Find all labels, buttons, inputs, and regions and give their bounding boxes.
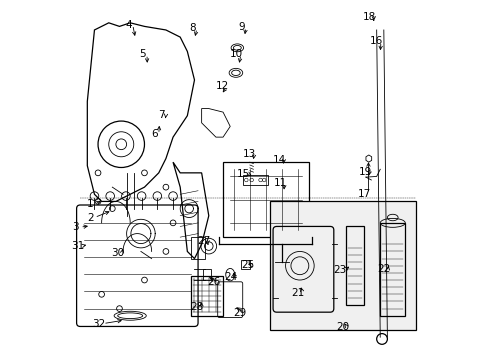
Text: 1: 1: [87, 199, 93, 209]
Text: 14: 14: [272, 156, 285, 165]
Text: 15: 15: [237, 168, 250, 179]
Text: 25: 25: [241, 260, 254, 270]
Bar: [346, 226, 364, 305]
Text: 12: 12: [215, 81, 228, 91]
Text: 22: 22: [376, 264, 389, 274]
Text: 26: 26: [207, 277, 220, 287]
Text: 18: 18: [362, 13, 375, 22]
Text: 23: 23: [333, 265, 346, 275]
Text: 2: 2: [87, 212, 93, 222]
Text: 28: 28: [190, 302, 203, 312]
Bar: [203, 269, 211, 280]
Bar: [190, 276, 223, 316]
Text: 27: 27: [196, 237, 210, 247]
Text: 16: 16: [369, 36, 383, 46]
Text: 20: 20: [335, 322, 348, 332]
Text: 21: 21: [291, 288, 304, 297]
Bar: [223, 162, 308, 237]
Text: 11: 11: [273, 178, 286, 188]
Text: 32: 32: [92, 319, 105, 329]
Bar: [241, 260, 249, 269]
Bar: [269, 202, 415, 330]
Bar: [190, 237, 205, 258]
Text: 13: 13: [243, 149, 256, 159]
Text: 10: 10: [230, 49, 243, 59]
Text: 9: 9: [238, 22, 244, 32]
Text: 6: 6: [151, 129, 158, 139]
Text: 29: 29: [233, 308, 246, 318]
Text: 3: 3: [72, 222, 79, 232]
Text: 7: 7: [158, 110, 164, 120]
Text: 30: 30: [111, 248, 124, 258]
Bar: [378, 287, 384, 330]
Text: 8: 8: [189, 23, 196, 33]
Text: 17: 17: [357, 189, 370, 199]
Text: 5: 5: [139, 49, 146, 59]
Text: 19: 19: [358, 167, 371, 177]
Bar: [380, 223, 405, 316]
Text: 31: 31: [71, 241, 84, 251]
Text: 24: 24: [224, 272, 237, 282]
Bar: [242, 175, 267, 185]
Text: 4: 4: [125, 19, 131, 30]
